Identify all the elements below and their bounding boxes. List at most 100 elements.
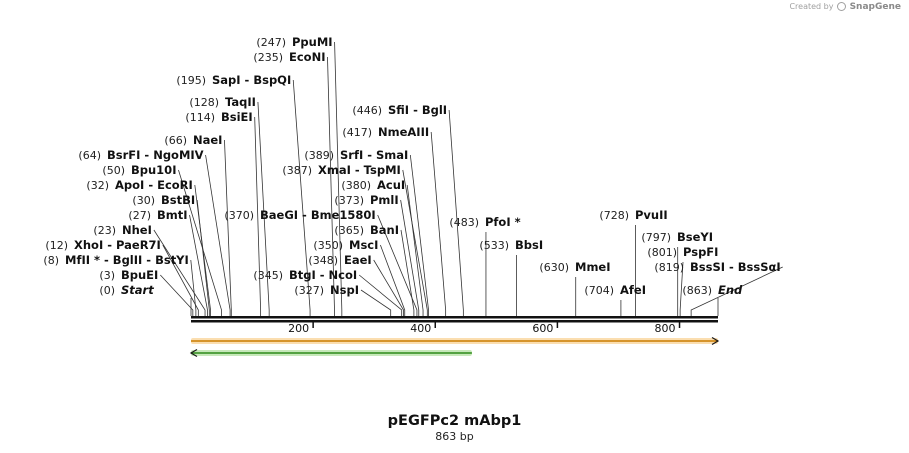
site-position-24: (387) [282,164,312,177]
site-position-25: (389) [304,149,334,162]
site-name-21[interactable]: BanI [370,223,399,237]
site-name-4[interactable]: NheI [122,223,152,237]
site-position-26: (417) [342,126,372,139]
site-position-18: (327) [294,284,324,297]
site-name-27[interactable]: SfiI - BglI [388,103,447,117]
site-leader-24 [402,169,428,316]
site-leader-7 [194,184,211,316]
site-position-16: (370) [224,209,254,222]
credit-brand: SnapGene [849,2,901,12]
sequence-backbone [191,316,718,323]
site-leader-5 [189,214,208,316]
site-leader-1 [160,274,194,316]
feature-tracks [189,336,720,358]
site-leader-15 [334,41,343,316]
site-name-18[interactable]: NspI [330,283,359,297]
site-leader-3 [162,244,199,316]
site-name-2[interactable]: MfII * - BglII - BstYI [65,253,189,267]
backbone-bottom-strand [191,320,718,323]
site-position-28: (483) [449,216,479,229]
site-leader-22 [400,199,420,316]
site-name-7[interactable]: ApoI - EcoRI [115,178,193,192]
site-position-14: (235) [253,51,283,64]
site-position-4: (23) [93,224,116,237]
site-name-22[interactable]: PmlI [370,193,399,207]
site-name-16[interactable]: BaeGI - Bme1580I [260,208,376,222]
site-leader-35 [690,266,783,316]
site-leader-23 [406,184,424,316]
site-name-6[interactable]: BstBI [161,193,195,207]
site-name-5[interactable]: BmtI [157,208,188,222]
site-position-8: (50) [102,164,125,177]
site-name-36[interactable]: End [718,283,743,297]
map-title: pEGFPc2 mAbp1 [387,413,522,429]
site-name-35[interactable]: BssSI - BssSαI [690,260,781,274]
scale-tick-label-0: 200 [288,322,309,335]
site-position-30: (630) [539,261,569,274]
site-name-14[interactable]: EcoNI [289,50,325,64]
site-position-0: (0) [99,284,115,297]
site-position-3: (12) [45,239,68,252]
site-name-23[interactable]: AcuI [377,178,405,192]
backbone-top-strand [191,316,718,319]
site-position-33: (797) [641,231,671,244]
site-name-10[interactable]: NaeI [193,133,222,147]
site-leader-13 [292,79,311,316]
site-position-21: (365) [334,224,364,237]
site-position-11: (114) [185,111,215,124]
site-leader-11 [254,116,262,316]
site-name-25[interactable]: SrfI - SmaI [340,148,408,162]
site-leader-27 [448,109,464,316]
site-name-8[interactable]: Bpu10I [131,163,176,177]
site-position-31: (704) [584,284,614,297]
site-name-29[interactable]: BbsI [515,238,543,252]
site-name-17[interactable]: BtgI - NcoI [289,268,357,282]
site-name-31[interactable]: AfeI [620,283,646,297]
site-leader-2 [190,259,197,316]
snapgene-logo-icon [837,2,847,11]
site-name-15[interactable]: PpuMI [292,35,333,49]
site-name-32[interactable]: PvuII [635,208,668,222]
scale-tick-label-3: 800 [655,322,676,335]
map-length: 863 bp [435,430,474,443]
map-title-block: pEGFPc2 mAbp1 863 bp [0,413,909,443]
site-name-13[interactable]: SapI - BspQI [212,73,291,87]
site-name-19[interactable]: EaeI [344,253,372,267]
site-leader-20 [380,244,406,316]
site-name-20[interactable]: MscI [349,238,378,252]
site-leader-12 [257,101,270,316]
site-name-11[interactable]: BsiEI [221,110,253,124]
site-position-2: (8) [43,254,59,267]
site-leader-19 [373,259,404,316]
site-position-7: (32) [86,179,109,192]
site-leader-9 [205,154,231,316]
scale-ticks: 200 400 600 800 [288,322,681,335]
site-name-3[interactable]: XhoI - PaeR7I [74,238,161,252]
site-leader-25 [409,154,429,316]
site-name-28[interactable]: PfoI * [485,215,521,229]
site-position-35: (819) [654,261,684,274]
site-position-6: (30) [132,194,155,207]
site-position-29: (533) [479,239,509,252]
site-position-5: (27) [128,209,151,222]
site-name-24[interactable]: XmaI - TspMI [318,163,401,177]
site-position-27: (446) [352,104,382,117]
site-name-34[interactable]: PspFI [683,245,718,259]
site-name-9[interactable]: BsrFI - NgoMIV [107,148,204,162]
site-position-22: (373) [334,194,364,207]
site-position-13: (195) [176,74,206,87]
site-name-33[interactable]: BseYI [677,230,713,244]
site-name-0[interactable]: Start [121,283,154,297]
site-leader-34 [679,261,684,316]
site-position-20: (350) [313,239,343,252]
site-name-1[interactable]: BpuEI [121,268,158,282]
site-leaders [153,41,783,316]
site-leader-10 [224,139,232,316]
site-name-30[interactable]: MmeI [575,260,611,274]
site-name-26[interactable]: NmeAIII [378,125,429,139]
site-leader-4 [153,229,206,316]
site-name-12[interactable]: TaqII [225,95,256,109]
site-position-36: (863) [682,284,712,297]
site-position-32: (728) [599,209,629,222]
